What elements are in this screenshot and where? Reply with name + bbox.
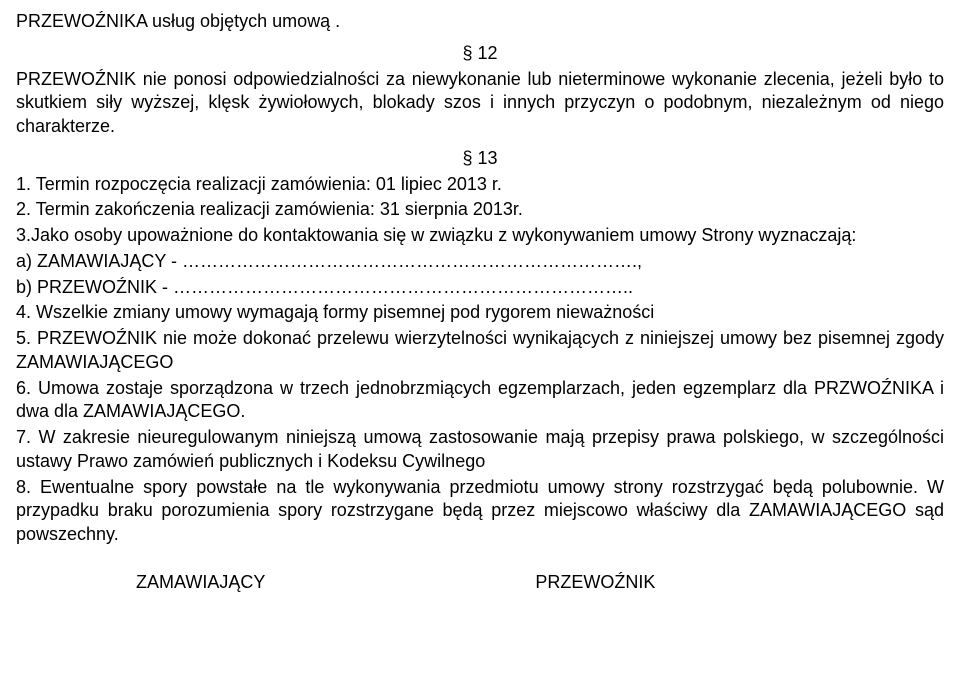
section-13-p4: 4. Wszelkie zmiany umowy wymagają formy … — [16, 301, 944, 325]
section-13-p3a: a) ZAMAWIAJĄCY - ……………………………………………………………… — [16, 250, 944, 274]
section-12-p1: PRZEWOŹNIK nie ponosi odpowiedzialności … — [16, 68, 944, 139]
signature-left: ZAMAWIAJĄCY — [136, 571, 265, 595]
section-13-p6: 6. Umowa zostaje sporządzona w trzech je… — [16, 377, 944, 425]
section-13-p8: 8. Ewentualne spory powstałe na tle wyko… — [16, 476, 944, 547]
section-12-num: § 12 — [16, 42, 944, 66]
top-line: PRZEWOŹNIKA usług objętych umową . — [16, 10, 944, 34]
section-13-p2: 2. Termin zakończenia realizacji zamówie… — [16, 198, 944, 222]
document-page: PRZEWOŹNIKA usług objętych umową . § 12 … — [0, 0, 960, 674]
signature-right: PRZEWOŹNIK — [535, 571, 655, 595]
signature-row: ZAMAWIAJĄCY PRZEWOŹNIK — [16, 571, 944, 595]
section-13-p7: 7. W zakresie nieuregulowanym niniejszą … — [16, 426, 944, 474]
section-13-p5: 5. PRZEWOŹNIK nie może dokonać przelewu … — [16, 327, 944, 375]
section-13-p3: 3.Jako osoby upoważnione do kontaktowani… — [16, 224, 944, 248]
section-13-p3b: b) PRZEWOŹNIK - ………………………………………………………………… — [16, 276, 944, 300]
section-13-p1: 1. Termin rozpoczęcia realizacji zamówie… — [16, 173, 944, 197]
section-13-num: § 13 — [16, 147, 944, 171]
